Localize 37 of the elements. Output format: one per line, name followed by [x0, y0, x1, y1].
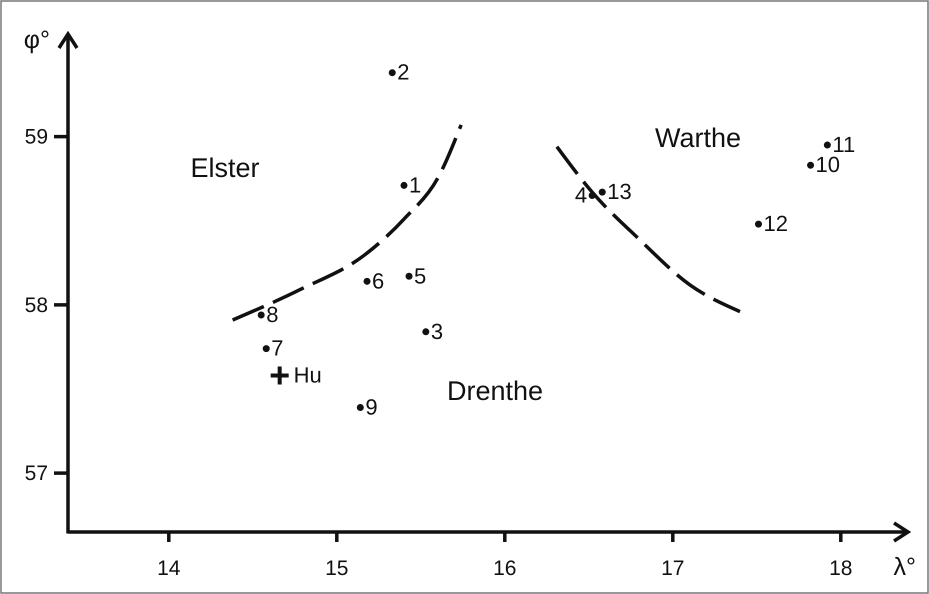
x-tick-label: 14	[157, 557, 181, 580]
point	[364, 278, 371, 285]
y-axis-title: φ°	[24, 26, 50, 54]
y-tick-label: 59	[24, 126, 48, 149]
annotation: 6	[372, 268, 384, 294]
annotation: 4	[574, 182, 588, 208]
annotation: 3	[430, 318, 444, 344]
point	[824, 142, 831, 149]
x-tick-label: 18	[829, 557, 852, 580]
annotation: Hu	[294, 362, 322, 388]
annotation: 12	[763, 211, 788, 236]
y-tick-label: 58	[24, 294, 48, 317]
point	[258, 311, 265, 318]
annotation: 1	[409, 172, 422, 198]
annotation: 7	[271, 336, 284, 361]
point	[262, 345, 270, 352]
annotation: Warthe	[654, 123, 742, 154]
x-axis-title: λ°	[894, 553, 916, 581]
annotation: 5	[414, 263, 426, 288]
annotation: 8	[266, 302, 278, 327]
point	[754, 220, 762, 228]
point	[598, 188, 606, 196]
x-tick-label: 17	[661, 557, 684, 580]
point	[422, 328, 430, 336]
point	[388, 69, 396, 76]
annotation: 9	[365, 394, 378, 420]
x-tick-label: 15	[325, 557, 348, 580]
point	[400, 182, 408, 189]
point	[356, 404, 364, 411]
annotation: Elster	[190, 153, 260, 184]
annotation: Drenthe	[446, 376, 544, 406]
point	[807, 162, 814, 169]
y-tick-label: 57	[24, 462, 48, 486]
point	[406, 272, 413, 280]
annotation: 13	[607, 179, 632, 204]
x-tick-label: 16	[493, 557, 516, 580]
annotation: 2	[397, 60, 410, 85]
